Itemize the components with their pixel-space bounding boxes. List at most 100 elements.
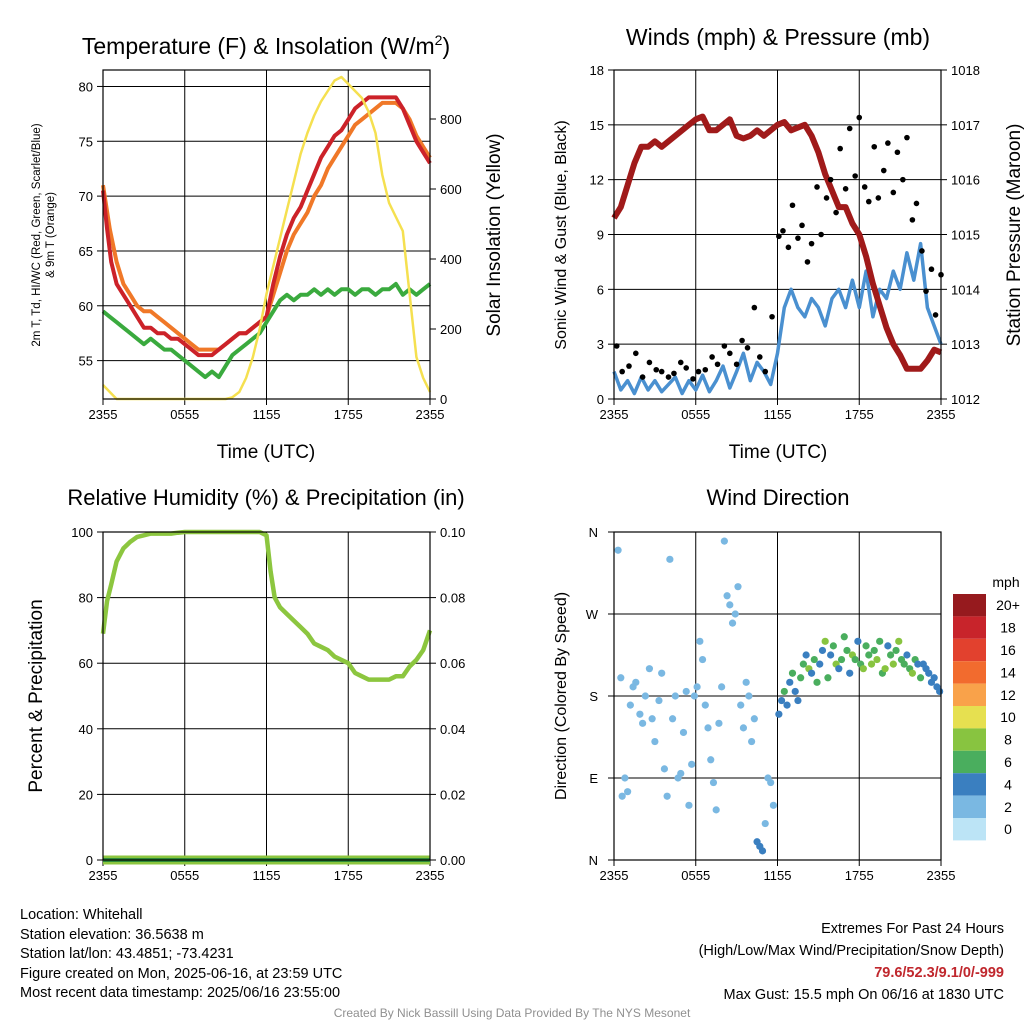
dir-xtick-label: 1755	[845, 868, 874, 883]
direction-point	[639, 719, 647, 727]
direction-point	[712, 806, 720, 814]
gust-point	[827, 176, 834, 183]
wind-ytick-label: 6	[597, 282, 604, 297]
rh-xtick-label: 2355	[89, 868, 118, 883]
rh-rtick-label: 0.02	[440, 787, 465, 802]
wind-rtick-label: 1013	[951, 337, 980, 352]
gust-point	[799, 222, 805, 229]
temp-rtick-label: 800	[440, 112, 462, 127]
gust-point	[900, 176, 906, 183]
direction-point	[840, 633, 848, 641]
temp-ylabel-line2: & 9m T (Orange)	[45, 192, 57, 278]
gust-point	[919, 248, 925, 254]
direction-point	[936, 687, 944, 696]
temp-plot-frame	[102, 69, 431, 400]
gust-point	[626, 363, 632, 369]
direction-point	[758, 847, 767, 855]
direction-point	[925, 669, 933, 677]
direction-point	[651, 737, 659, 746]
direction-point	[750, 715, 758, 723]
gust-point	[833, 209, 839, 216]
colorbar-label: 0	[1004, 821, 1012, 837]
direction-point	[658, 669, 666, 677]
direction-point	[707, 756, 715, 764]
rh-rtick-label: 0.08	[440, 591, 465, 606]
colorbar-label: 6	[1004, 754, 1012, 770]
gust-point	[714, 361, 721, 368]
wind-xtick-label: 2355	[927, 407, 956, 422]
wind-ytick-label: 12	[590, 173, 604, 188]
direction-point	[645, 665, 654, 673]
temp-ytick-label: 65	[79, 244, 93, 259]
recent-timestamp: Most recent data timestamp: 2025/06/16 2…	[20, 985, 341, 1002]
direction-point	[813, 678, 821, 686]
gust-point	[769, 313, 775, 320]
temp-rtick-label: 400	[440, 252, 462, 267]
colorbar-swatch	[953, 706, 986, 729]
station-elevation: Station elevation: 36.5638 m	[20, 926, 204, 943]
wind-ytick-label: 18	[590, 63, 604, 78]
direction-point	[892, 646, 900, 655]
colorbar-label: 10	[1000, 709, 1016, 725]
rh-xtick-label: 0555	[170, 868, 199, 883]
gust-point	[904, 134, 910, 141]
gust-point	[653, 366, 660, 373]
dir-ylabel: Direction (Colored By Speed)	[553, 592, 570, 800]
gust-point	[646, 359, 653, 366]
gust-point	[804, 259, 811, 265]
rh-ytick-label: 80	[79, 591, 93, 606]
rh-ytick-label: 100	[71, 525, 93, 540]
dir-xtick-label: 2355	[927, 868, 956, 883]
direction-point	[802, 651, 810, 659]
wind-xtick-label: 1155	[764, 407, 792, 422]
direction-point	[704, 724, 712, 732]
direction-point	[775, 710, 783, 718]
wind-ytick-label: 9	[597, 228, 604, 243]
gust-point	[795, 235, 801, 241]
direction-point	[783, 701, 791, 709]
gust-point	[837, 145, 843, 152]
direction-point	[666, 555, 674, 563]
direction-point	[867, 660, 876, 668]
gust-point	[727, 350, 733, 357]
temp-xtick-label: 2355	[416, 407, 445, 422]
gust-point	[846, 125, 853, 132]
wind-ytick-label: 0	[597, 392, 604, 407]
direction-point	[886, 651, 895, 659]
direction-point	[726, 601, 734, 609]
gust-point	[865, 198, 872, 205]
temp-series-line	[101, 281, 432, 380]
gust-point	[871, 143, 878, 150]
direction-point	[827, 651, 835, 659]
temp-rtick-label: 0	[440, 392, 447, 407]
direction-point	[900, 660, 908, 668]
direction-point	[655, 696, 663, 705]
rh-ytick-label: 60	[79, 656, 93, 671]
direction-point	[663, 792, 671, 800]
gust-point	[823, 195, 830, 201]
direction-point	[668, 715, 677, 723]
wind-ylabel-left: Sonic Wind & Gust (Blue, Black)	[553, 120, 570, 349]
direction-point	[648, 715, 656, 723]
colorbar-swatch	[953, 750, 986, 774]
pressure-line	[611, 113, 943, 372]
dir-plot-frame	[613, 531, 942, 861]
gust-point	[776, 233, 782, 240]
colorbar-label: 4	[1004, 776, 1012, 792]
temp-ylabel-line1: 2m T, Td, HI/WC (Red, Green, Scarlet/Blu…	[31, 123, 43, 346]
direction-point	[816, 660, 824, 668]
rh-ylabel: Percent & Precipitation	[26, 599, 47, 792]
wind-ytick-label: 15	[590, 118, 604, 133]
direction-point	[737, 701, 745, 709]
gust-point	[665, 374, 672, 380]
direction-point	[884, 642, 892, 650]
direction-point	[632, 678, 640, 686]
gust-point	[861, 184, 868, 190]
colorbar-swatch	[953, 795, 986, 818]
colorbar-label: 16	[1000, 642, 1016, 658]
wind-rtick-label: 1015	[951, 228, 980, 243]
direction-point	[865, 651, 873, 659]
direction-point	[859, 665, 867, 673]
dir-title: Wind Direction	[706, 485, 849, 510]
direction-point	[718, 683, 726, 691]
